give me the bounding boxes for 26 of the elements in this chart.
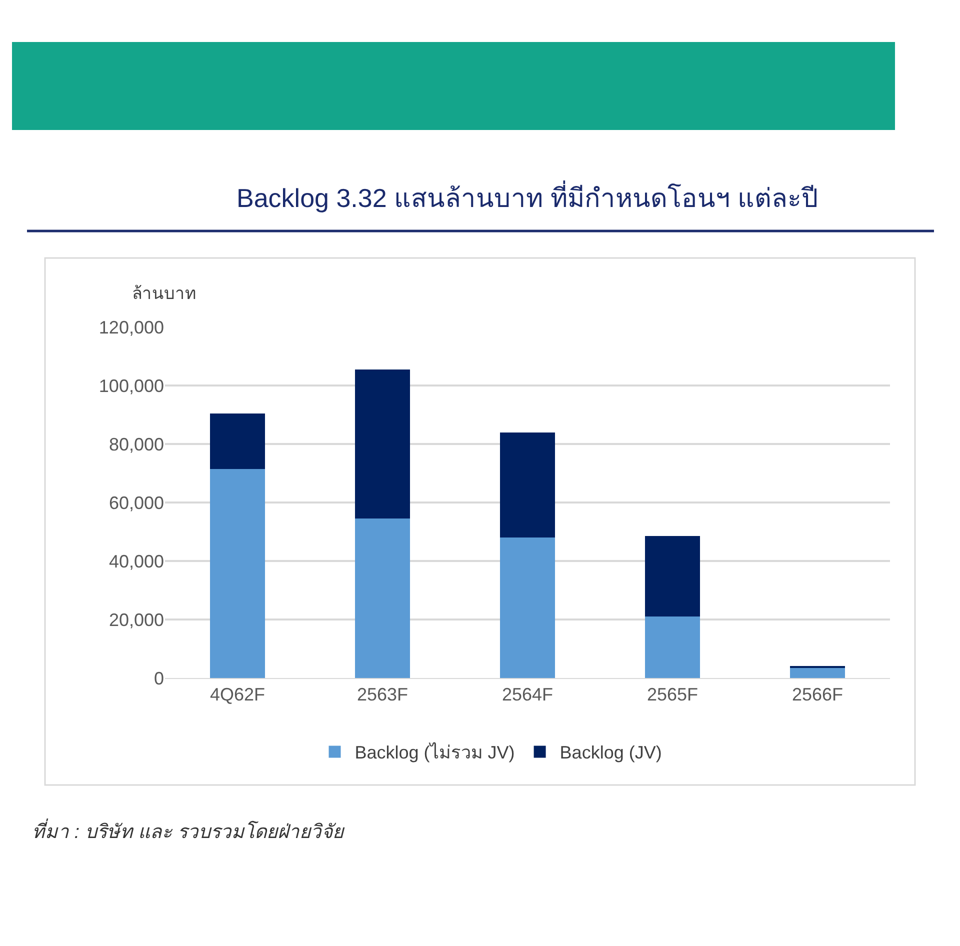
- bar: [210, 468, 266, 678]
- x-tick-label: 2563F: [356, 684, 408, 705]
- legend-label: Backlog (ไม่รวม JV): [354, 742, 515, 763]
- bar: [354, 518, 410, 678]
- y-tick-label: 60,000: [108, 492, 164, 513]
- text: ที่มา : บริษัท และ รวบรวมโดยฝ่ายวิจัย: [32, 818, 346, 843]
- bar: [500, 432, 556, 538]
- bar: [790, 668, 846, 678]
- chart-title: Backlog 3.32 แสนล้านบาท ที่มีกำหนดโอนฯ แต่ละปี: [236, 180, 818, 214]
- bar: [644, 616, 700, 678]
- x-tick-label: 4Q62F: [210, 684, 266, 705]
- y-tick-label: 20,000: [108, 610, 164, 630]
- bar: [644, 536, 700, 617]
- bar: [500, 538, 556, 678]
- x-tick-label: 2566F: [792, 684, 844, 705]
- y-tick-label: 100,000: [98, 376, 164, 396]
- y-axis-title: ล้านบาท: [132, 284, 196, 303]
- x-tick-label: 2564F: [502, 684, 554, 705]
- bar: [210, 413, 266, 469]
- legend-label: Backlog (JV): [560, 742, 662, 763]
- x-tick-label: 2565F: [646, 684, 698, 705]
- y-tick-label: 40,000: [108, 551, 164, 572]
- bar: [354, 369, 410, 519]
- y-tick-label: 120,000: [98, 317, 164, 338]
- y-tick-label: 0: [154, 668, 164, 688]
- y-tick-label: 80,000: [108, 434, 164, 454]
